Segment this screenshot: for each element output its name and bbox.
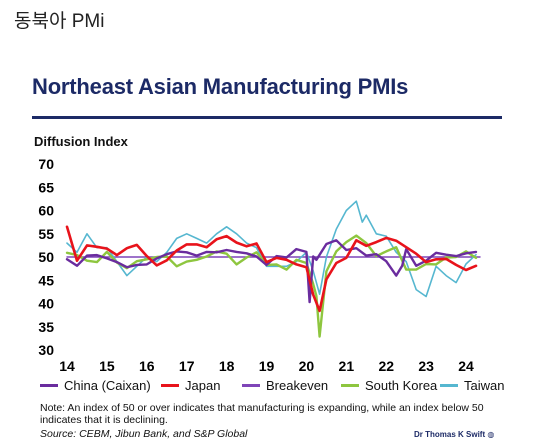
x-tick-label: 22	[378, 358, 394, 374]
legend-item: Japan	[161, 378, 220, 393]
legend-swatch	[440, 384, 458, 387]
legend-swatch	[242, 384, 260, 387]
legend-swatch	[161, 384, 179, 387]
page-heading: 동북아 PMi	[14, 11, 105, 32]
axis-layer: 30 35 40 45 50 55 60 65 70 14 15 16 17 18 19 20 21 22 23 24	[38, 156, 474, 374]
legend-label: Breakeven	[266, 378, 329, 393]
legend-label: South Korea	[365, 378, 438, 393]
y-tick-label: 40	[38, 296, 54, 312]
x-tick-label: 23	[418, 358, 434, 374]
legend-swatch	[40, 384, 58, 387]
legend-item: South Korea	[341, 378, 437, 393]
legend-item: China (Caixan)	[40, 378, 151, 393]
y-axis-title: Diffusion Index	[34, 134, 128, 149]
title-rule	[32, 116, 502, 119]
y-tick-label: 50	[38, 249, 54, 265]
x-tick-label: 18	[219, 358, 235, 374]
source-line: Source: CEBM, Jibun Bank, and S&P Global	[40, 428, 248, 440]
x-tick-label: 19	[259, 358, 275, 374]
series-line-south-korea	[65, 234, 478, 338]
y-tick-label: 70	[38, 156, 54, 172]
series-line-japan	[65, 225, 478, 313]
author-credit: Dr Thomas K Swift ◍	[414, 430, 494, 439]
legend-label: Taiwan	[464, 378, 505, 393]
legend-item: Taiwan	[440, 378, 504, 393]
x-tick-label: 16	[139, 358, 155, 374]
y-tick-label: 45	[38, 272, 54, 288]
chart-legend: China (Caixan) Japan Breakeven South Korea T…	[40, 378, 520, 396]
x-tick-label: 17	[179, 358, 195, 374]
legend-label: Japan	[185, 378, 221, 393]
globe-icon: ◍	[487, 430, 495, 439]
slide-title: Northeast Asian Manufacturing PMIs	[32, 74, 409, 99]
y-tick-label: 55	[38, 226, 54, 242]
y-tick-label: 30	[38, 342, 54, 358]
x-tick-label: 20	[299, 358, 315, 374]
y-tick-label: 65	[38, 179, 54, 195]
x-tick-label: 24	[458, 358, 474, 374]
author-name: Dr Thomas K Swift	[414, 430, 486, 439]
legend-item: Breakeven	[242, 378, 328, 393]
legend-label: China (Caixan)	[64, 378, 151, 393]
y-tick-label: 35	[38, 319, 54, 335]
x-tick-label: 14	[59, 358, 75, 374]
y-tick-label: 60	[38, 203, 54, 219]
x-tick-label: 15	[99, 358, 115, 374]
footnote: Note: An index of 50 or over indicates t…	[40, 402, 484, 426]
x-tick-label: 21	[339, 358, 355, 374]
legend-swatch	[341, 384, 359, 387]
series-layer	[65, 200, 481, 338]
series-line-china-caixan	[65, 239, 478, 304]
